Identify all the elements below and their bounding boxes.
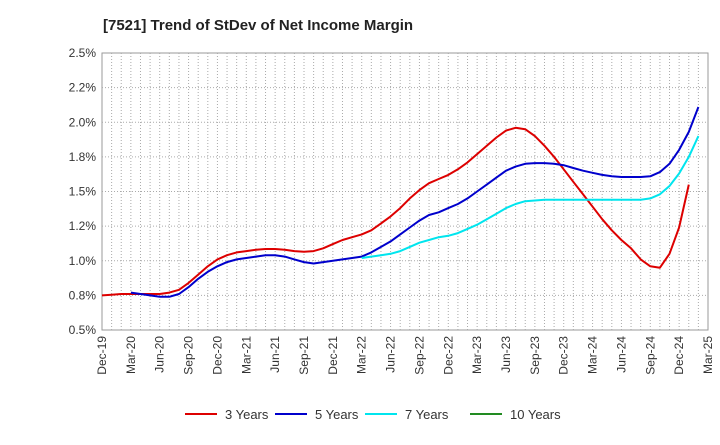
x-tick-label: Jun-22 xyxy=(384,336,398,373)
series-line-7-years xyxy=(361,135,700,259)
axis-layer: 2.5%2.2%2.0%1.8%1.5%1.2%1.0%0.8%0.5%Dec-… xyxy=(69,46,715,375)
x-tick-label: Dec-24 xyxy=(672,336,686,375)
x-tick-label: Dec-21 xyxy=(326,336,340,375)
legend-label: 10 Years xyxy=(510,407,561,422)
legend-item-5-years: 5 Years xyxy=(275,407,359,422)
chart-title: [7521] Trend of StDev of Net Income Marg… xyxy=(103,17,413,34)
y-tick-label: 2.2% xyxy=(69,81,97,95)
legend-label: 7 Years xyxy=(405,407,449,422)
legend-item-3-years: 3 Years xyxy=(185,407,269,422)
x-tick-label: Dec-20 xyxy=(210,336,224,375)
y-tick-label: 1.5% xyxy=(69,185,97,199)
x-tick-label: Dec-23 xyxy=(557,336,571,375)
y-tick-label: 1.8% xyxy=(69,150,97,164)
x-tick-label: Dec-22 xyxy=(441,336,455,375)
series-layer xyxy=(101,106,700,298)
x-tick-label: Dec-19 xyxy=(95,336,109,375)
legend-label: 5 Years xyxy=(315,407,359,422)
grid-layer xyxy=(101,52,709,331)
x-tick-label: Mar-22 xyxy=(355,336,369,374)
y-tick-label: 1.0% xyxy=(69,254,97,268)
chart-legend: 3 Years 5 Years 7 Years 10 Years xyxy=(185,407,561,422)
x-tick-label: Sep-24 xyxy=(643,336,657,375)
series-line-3-years xyxy=(101,126,690,297)
x-tick-label: Jun-23 xyxy=(499,336,513,373)
y-tick-label: 2.0% xyxy=(69,115,97,129)
y-tick-label: 1.2% xyxy=(69,219,97,233)
y-tick-label: 2.5% xyxy=(69,46,97,60)
x-tick-label: Jun-24 xyxy=(614,336,628,373)
x-tick-label: Sep-21 xyxy=(297,336,311,375)
y-tick-label: 0.8% xyxy=(69,288,97,302)
series-line-5-years xyxy=(130,106,700,298)
x-tick-label: Mar-24 xyxy=(586,336,600,374)
x-tick-label: Sep-23 xyxy=(528,336,542,375)
legend-item-7-years: 7 Years xyxy=(365,407,449,422)
x-tick-label: Mar-20 xyxy=(124,336,138,374)
x-tick-label: Jun-20 xyxy=(153,336,167,373)
x-tick-label: Mar-23 xyxy=(470,336,484,374)
x-tick-label: Mar-25 xyxy=(701,336,715,374)
x-tick-label: Mar-21 xyxy=(239,336,253,374)
legend-item-10-years: 10 Years xyxy=(470,407,561,422)
x-tick-label: Jun-21 xyxy=(268,336,282,373)
y-tick-label: 0.5% xyxy=(69,323,97,337)
legend-label: 3 Years xyxy=(225,407,269,422)
x-tick-label: Sep-20 xyxy=(182,336,196,375)
x-tick-label: Sep-22 xyxy=(412,336,426,375)
